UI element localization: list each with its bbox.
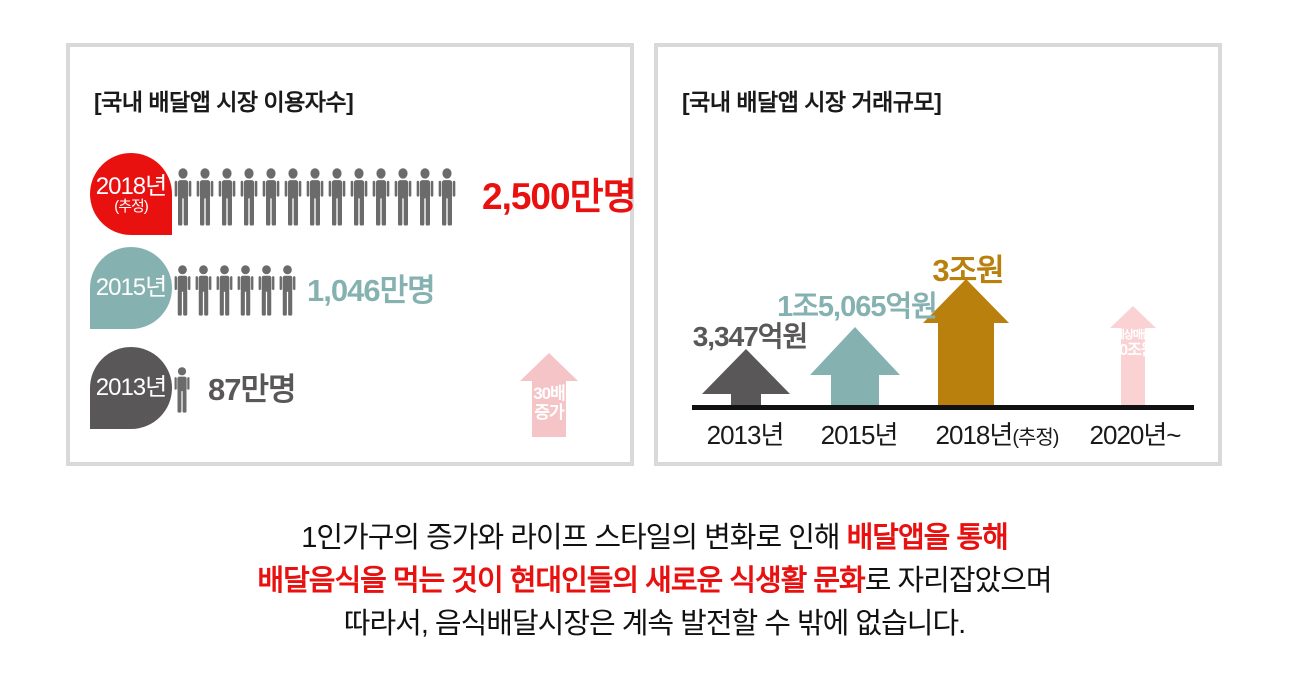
year-badge-2013: 2013년 [90,347,172,429]
person-icon [196,168,214,226]
caption-line-3: 따라서, 음식배달시장은 계속 발전할 수 밖에 없습니다. [343,608,966,640]
growth-arrow-line1: 30배 [533,384,566,403]
caption-line1-black: 1인가구의 증가와 라이프 스타일의 변화로 인해 [301,522,847,554]
badge-year-sublabel: (추정) [114,197,149,215]
x-label-2018: 2018년(추정) [935,415,1060,452]
x-axis-line [692,405,1194,410]
forecast-label-line2: 10조원 [1111,342,1155,359]
person-icon [438,168,456,226]
badge-year-label: 2013년 [95,374,167,402]
person-icon [416,168,434,226]
person-icon [350,168,368,226]
caption-line2-red: 배달음식을 먹는 것이 현대인들의 새로운 식생활 문화 [257,565,865,597]
market-panel-title: [국내 배달앱 시장 거래규모] [682,89,942,115]
person-icon [218,168,236,226]
x-label-2015: 2015년 [820,420,899,450]
year-badge-2018: 2018년 (추정) [90,153,172,235]
users-panel-title: [국내 배달앱 시장 이용자수] [94,89,354,115]
caption-line1-red: 배달앱을 통해 [846,522,1009,554]
x-label-2018-sub: (추정) [1012,427,1059,449]
users-panel: [국내 배달앱 시장 이용자수] 2018년 (추정) [66,43,637,466]
person-icon-row-2013 [173,367,191,413]
person-icon [328,168,346,226]
market-panel: [국내 배달앱 시장 거래규모] 예상매출 10조원 3,347억원 1조5,0… [654,43,1222,466]
caption-line-2: 배달음식을 먹는 것이 현대인들의 새로운 식생활 문화로 자리잡았으며 [0,557,1309,599]
person-icon [262,168,280,226]
person-icon-row-2015 [173,265,297,316]
users-value-2018: 2,500만명 [482,176,637,217]
caption-line-1: 1인가구의 증가와 라이프 스타일의 변화로 인해 배달앱을 통해 [0,514,1309,556]
person-icon [216,265,233,316]
up-arrow-icon [520,353,578,437]
badge-year-label: 2015년 [95,274,167,302]
person-icon [237,265,254,316]
person-icon [174,367,190,413]
person-icon [195,265,212,316]
person-icon [240,168,258,226]
person-icon [394,168,412,226]
person-icon [174,168,192,226]
bar-arrow-2015 [810,327,900,405]
caption-line2-black: 로 자리잡았으며 [864,565,1053,597]
person-icon [306,168,324,226]
users-value-2013: 87만명 [208,372,297,407]
growth-arrow: 30배 증가 [520,353,578,437]
x-label-2018-year: 2018년 [935,420,1014,450]
bar-arrow-2020 [1110,306,1156,405]
x-label-2020: 2020년~ [1089,420,1182,450]
forecast-label-line1: 예상매출 [1114,329,1152,341]
bar-arrow-2013 [702,349,790,405]
person-icon-row-2018 [173,168,457,226]
users-value-2015: 1,046만명 [307,273,436,308]
market-value-2013: 3,347억원 [692,321,809,352]
person-icon [284,168,302,226]
x-label-2013: 2013년 [706,420,785,450]
market-value-2018: 3조원 [932,253,1004,288]
forecast-arrow-label: 예상매출 10조원 [1110,329,1156,360]
person-icon [258,265,275,316]
growth-arrow-line2: 증가 [534,403,564,422]
growth-arrow-label: 30배 증가 [520,384,578,422]
person-icon [279,265,296,316]
person-icon [372,168,390,226]
year-badge-2015: 2015년 [90,247,172,329]
bar-arrow-2018 [923,279,1009,405]
person-icon [174,265,191,316]
market-value-2015: 1조5,065억원 [777,291,938,323]
badge-year-label: 2018년 [95,172,167,200]
